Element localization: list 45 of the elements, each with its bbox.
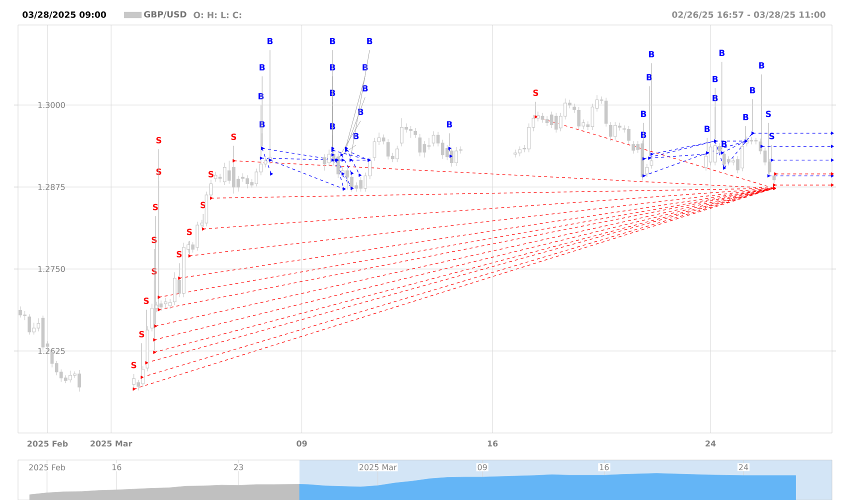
text: B [330, 123, 336, 130]
text: S [533, 90, 538, 96]
legend-label: GBP/USD [144, 11, 186, 18]
text: B [330, 38, 336, 44]
text: B [704, 126, 710, 132]
text: S [208, 170, 214, 178]
text: S [766, 110, 771, 118]
text: B [362, 85, 368, 92]
text: S [131, 362, 136, 368]
text: B [362, 64, 368, 70]
text: B [641, 132, 646, 138]
text: B [330, 64, 336, 70]
text: S [156, 168, 162, 175]
text: S [152, 268, 157, 275]
text: O: H: L: C: [194, 12, 242, 18]
text: S [139, 331, 144, 338]
text: B [649, 51, 654, 58]
chart-title: 03/28/2025 09:00 [22, 11, 106, 19]
series-label: B [743, 114, 748, 120]
text: S [152, 236, 157, 244]
text: S [186, 228, 192, 236]
text: B [258, 93, 264, 100]
text: B [719, 50, 725, 56]
series-label: B [722, 140, 727, 148]
text: B [712, 76, 718, 82]
text: B [712, 95, 718, 102]
text: B [358, 108, 364, 115]
text: B [759, 62, 764, 68]
text: B [646, 74, 652, 80]
text: B [750, 87, 756, 94]
text: S [144, 298, 149, 304]
text: B [367, 38, 372, 44]
text: S [156, 136, 162, 144]
text: B [354, 133, 359, 140]
text: S [231, 134, 236, 140]
text: B [260, 121, 265, 128]
text: B [268, 38, 273, 44]
text: B [446, 121, 452, 128]
text: B [260, 64, 265, 70]
text: S [176, 251, 182, 258]
text: S [200, 202, 206, 208]
text: B [641, 110, 646, 117]
text: S [152, 204, 158, 210]
text: B [330, 90, 336, 96]
chart-subtitle: 02/26/25 16:57 - 03/28/25 11:00 [672, 11, 826, 19]
